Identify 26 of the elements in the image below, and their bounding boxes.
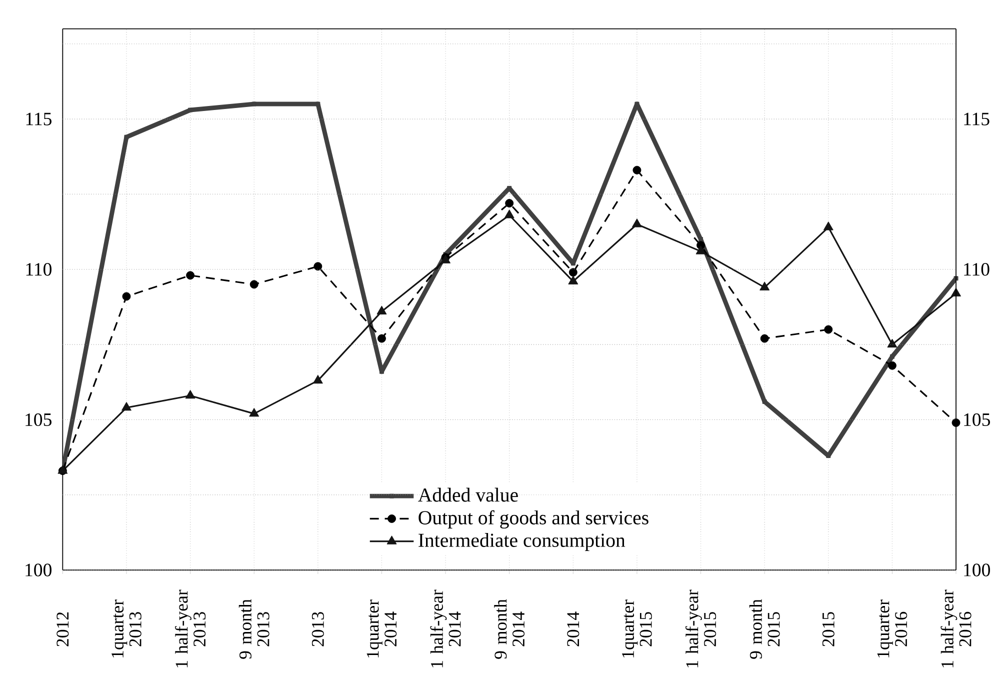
x-tick-label: 1quarter 2016	[877, 600, 908, 658]
y2-tick-label: 105	[964, 413, 990, 426]
x-tick-label: 2014	[567, 612, 580, 646]
y2-tick-label: 110	[964, 262, 990, 276]
y-tick-label: 105	[26, 413, 52, 426]
y2-tick-label: 115	[964, 112, 990, 126]
x-tick-label: 1quarter 2013	[112, 600, 142, 658]
x-tick-label: 1 half-year 2013	[175, 590, 206, 668]
x-tick-label: 2013	[312, 612, 324, 646]
x-tick-label: 1 half-year 2015	[685, 590, 716, 668]
x-tick-label: 1quarter 2014	[366, 600, 397, 658]
legend-label: Added value	[418, 488, 518, 502]
x-tick-label: 2012	[56, 612, 69, 646]
x-tick-label: 9 month 2015	[749, 599, 780, 659]
x-tick-label: 9 month 2014	[494, 599, 525, 659]
x-tick-label: 1 half-year 2016	[940, 590, 972, 668]
y-tick-label: 115	[26, 112, 52, 126]
y-tick-label: 100	[26, 564, 52, 576]
legend-label: Output of goods and services	[418, 510, 648, 528]
y-tick-label: 110	[26, 262, 52, 276]
y2-tick-label: 100	[964, 564, 990, 576]
x-tick-label: 1 half-year 2014	[430, 590, 461, 668]
x-tick-label: 2015	[822, 612, 834, 646]
legend-label: Intermediate consumption	[418, 532, 626, 551]
x-tick-label: 9 month 2013	[238, 599, 270, 659]
x-tick-label: 1quarter 2015	[622, 600, 652, 658]
